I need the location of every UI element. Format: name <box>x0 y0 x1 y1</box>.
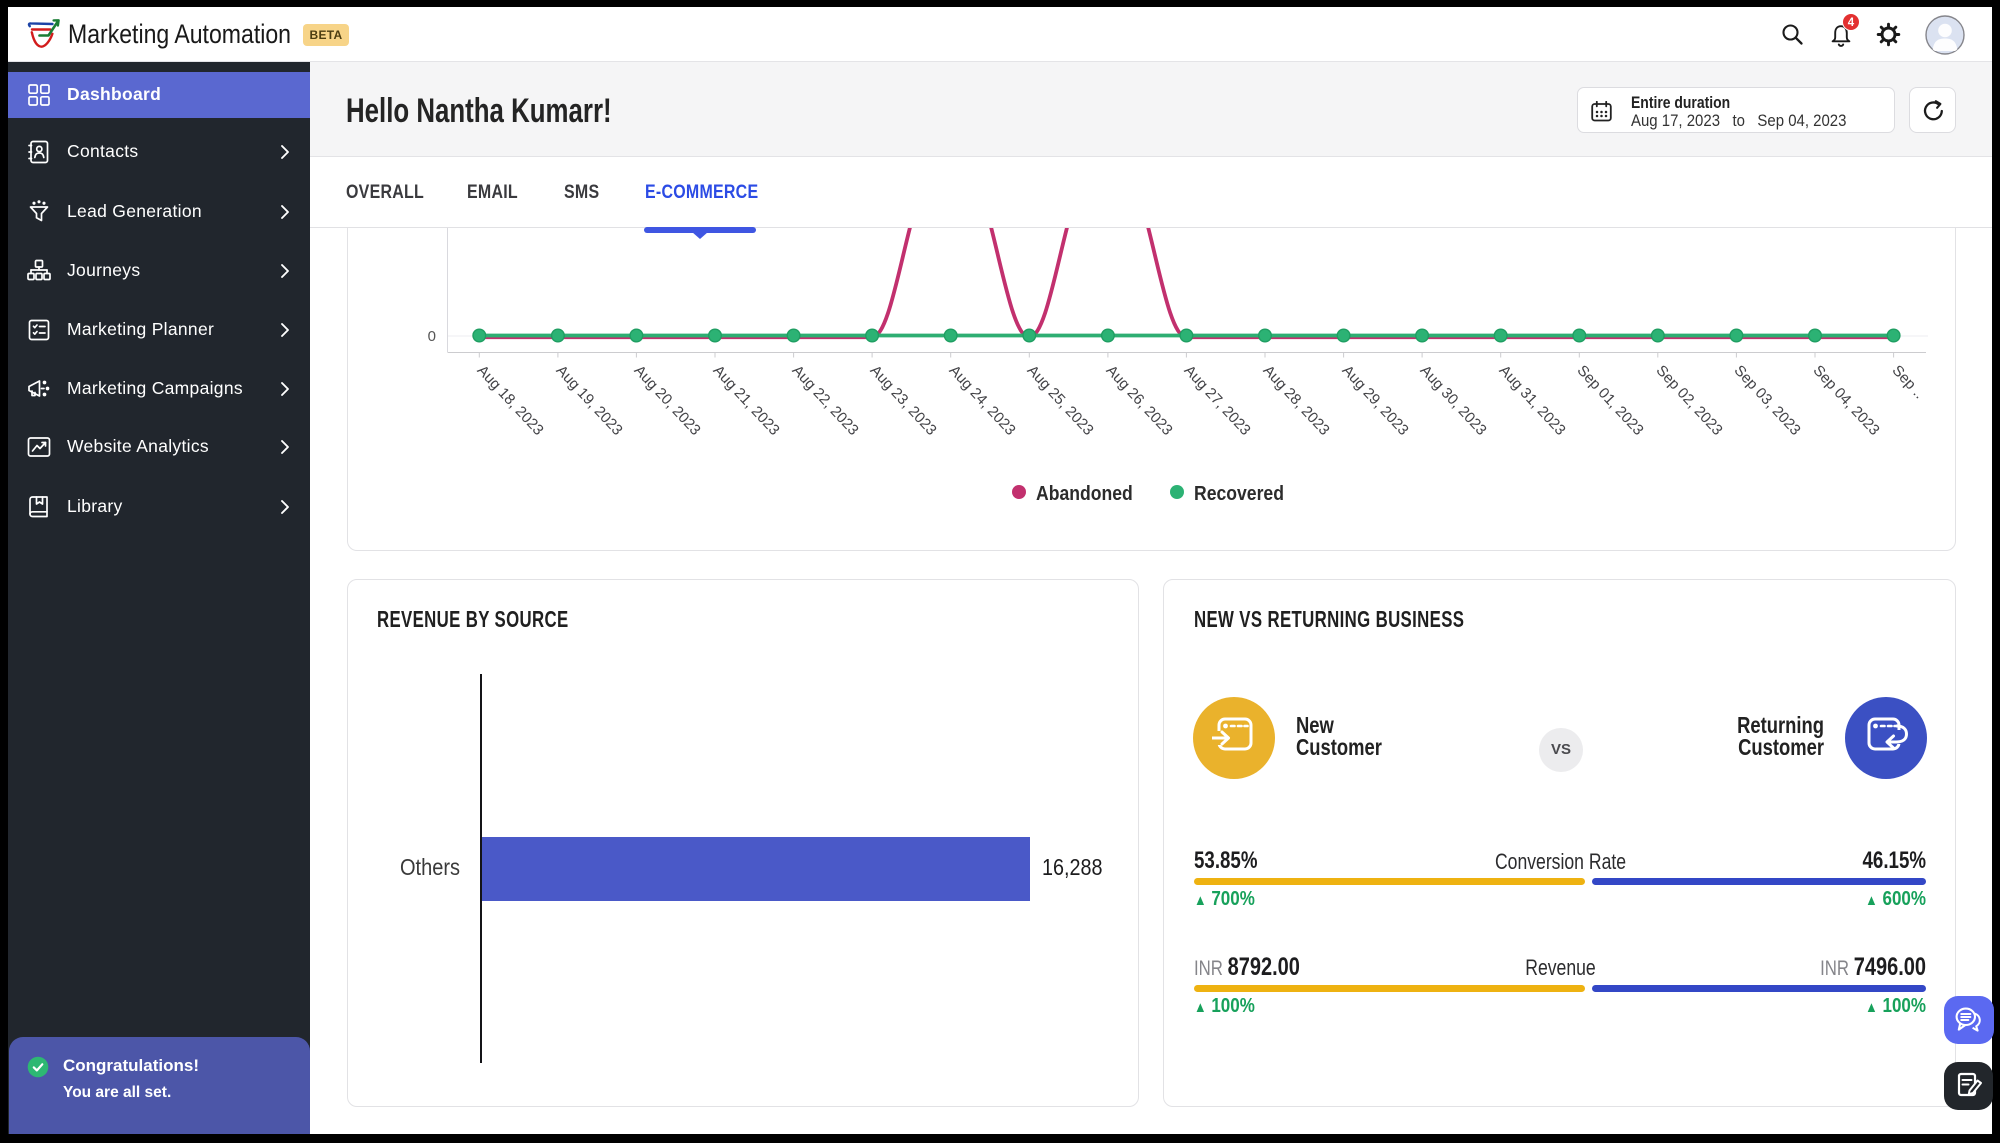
svg-text:0: 0 <box>428 328 436 345</box>
svg-text:Recovered: Recovered <box>1194 482 1284 504</box>
svg-text:Abandoned: Abandoned <box>1036 482 1133 504</box>
